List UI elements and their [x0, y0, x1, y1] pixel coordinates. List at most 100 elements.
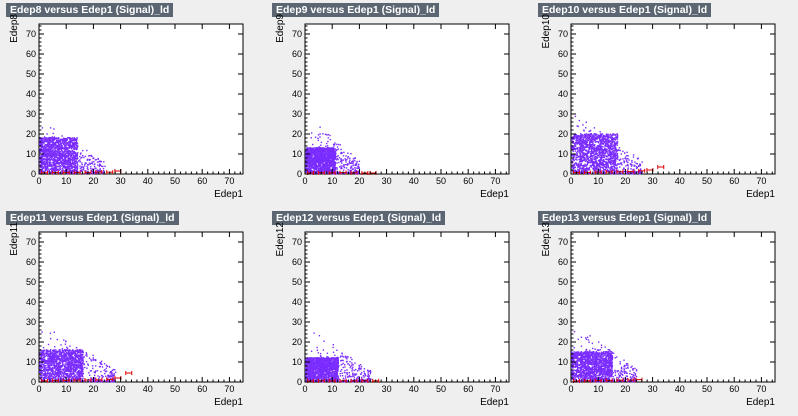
data-point [609, 152, 612, 154]
data-point [599, 145, 601, 148]
data-point [324, 171, 326, 174]
data-point [61, 157, 64, 159]
data-point [583, 152, 585, 155]
data-point [354, 166, 356, 169]
data-point [60, 143, 62, 146]
data-point [593, 147, 595, 149]
data-point [61, 167, 64, 170]
data-point [613, 157, 615, 159]
data-point [49, 147, 51, 149]
data-point [601, 159, 604, 162]
data-point [47, 158, 50, 160]
data-point [40, 171, 42, 173]
data-point [585, 127, 587, 129]
y-tick-label: 30 [292, 109, 302, 119]
data-point [598, 154, 600, 156]
data-point [634, 161, 636, 163]
data-point [618, 159, 621, 162]
data-point [332, 166, 335, 168]
data-point [59, 161, 61, 164]
data-point [82, 371, 84, 373]
data-point [47, 161, 49, 163]
data-point [616, 144, 618, 146]
data-point [309, 164, 311, 166]
data-point [57, 169, 59, 171]
data-point [66, 166, 68, 168]
data-point [608, 161, 610, 163]
data-point [318, 155, 321, 157]
data-point [343, 169, 345, 171]
data-point [600, 134, 602, 136]
data-point [584, 133, 586, 136]
data-point [576, 125, 578, 127]
data-point [610, 168, 612, 171]
data-point [75, 144, 78, 146]
data-point [52, 152, 54, 154]
data-point [579, 150, 581, 152]
data-point [66, 163, 68, 165]
data-point [63, 165, 65, 168]
data-point [611, 145, 613, 147]
y-tick-label: 70 [292, 29, 302, 39]
data-point [326, 160, 329, 162]
data-point [50, 155, 53, 157]
data-point [592, 161, 594, 163]
data-point [610, 135, 613, 137]
data-point [599, 160, 602, 163]
data-point [616, 150, 618, 152]
data-point [335, 152, 337, 155]
data-point [69, 163, 72, 165]
data-point [319, 159, 322, 161]
data-point [307, 165, 310, 167]
data-point [65, 162, 67, 164]
data-point [47, 157, 49, 160]
data-point [43, 153, 46, 155]
data-point [321, 148, 323, 150]
data-point [52, 155, 55, 157]
data-point [577, 141, 579, 143]
data-point [601, 145, 603, 147]
data-point [333, 157, 335, 159]
data-point [313, 164, 316, 167]
data-point [591, 151, 593, 153]
data-point [322, 169, 325, 172]
data-point [50, 159, 52, 161]
data-point [580, 154, 582, 156]
data-point [616, 142, 619, 144]
data-point [325, 145, 327, 147]
data-point [582, 138, 584, 141]
data-point [49, 153, 51, 156]
data-point [602, 138, 604, 140]
data-point [57, 161, 59, 164]
data-point [55, 169, 57, 171]
data-point [320, 163, 322, 165]
data-point [582, 156, 584, 159]
data-point [59, 158, 61, 160]
data-point [56, 150, 58, 152]
data-point [65, 147, 68, 150]
data-point [625, 158, 627, 160]
data-point [333, 169, 336, 171]
data-point [573, 167, 575, 170]
data-point [595, 146, 598, 148]
data-point [585, 146, 587, 149]
data-point [58, 146, 61, 148]
data-point [70, 154, 73, 156]
data-point [352, 164, 354, 167]
data-point [57, 145, 59, 147]
data-point [69, 168, 71, 170]
data-point [64, 157, 67, 159]
data-point [58, 149, 60, 151]
data-point [65, 155, 67, 157]
data-point [595, 161, 598, 163]
data-point [598, 156, 600, 158]
data-point [60, 149, 62, 151]
data-point [74, 152, 77, 154]
data-point [623, 160, 625, 162]
data-point [44, 138, 46, 140]
x-tick-label: 20 [354, 176, 364, 186]
data-point [582, 154, 584, 156]
data-point [49, 165, 51, 167]
data-point [607, 133, 609, 135]
data-point [580, 133, 582, 135]
